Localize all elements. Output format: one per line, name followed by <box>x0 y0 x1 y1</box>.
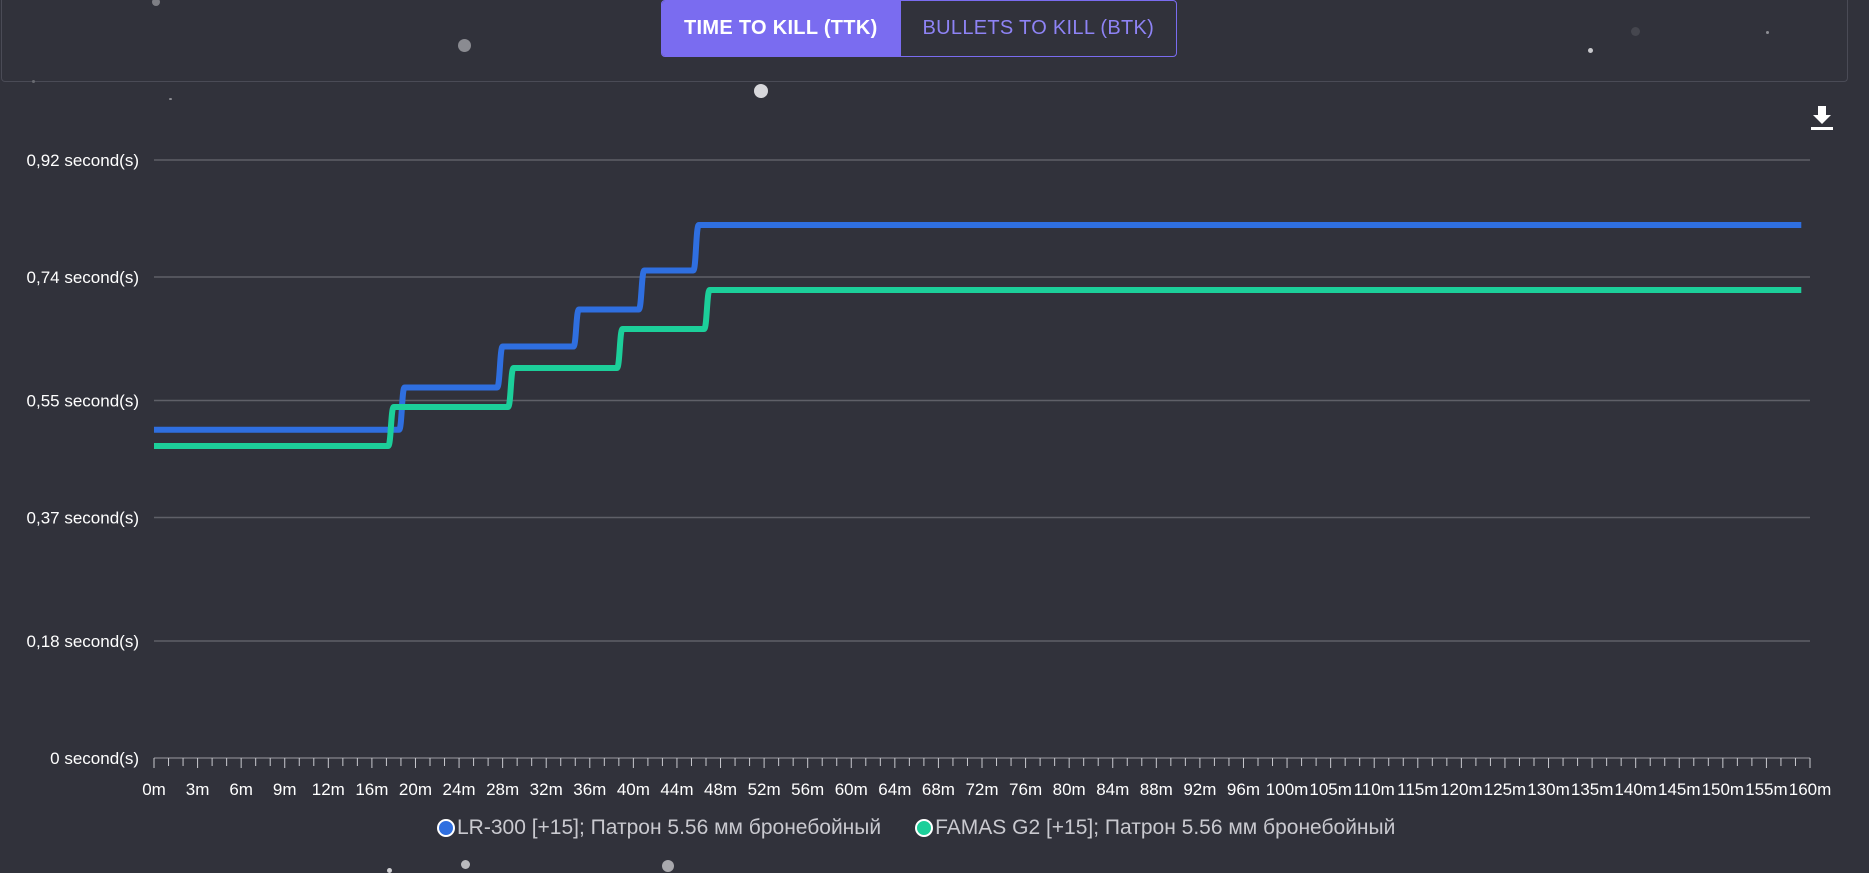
series-layer <box>154 222 1802 449</box>
series-line-1 <box>154 222 1802 433</box>
x-tick-label: 3m <box>186 780 210 799</box>
legend-item-lr300[interactable]: LR-300 [+15]; Патрон 5.56 мм бронебойный <box>437 816 881 840</box>
y-tick-label: 0,92 second(s) <box>27 151 139 170</box>
legend-item-famas-g2[interactable]: FAMAS G2 [+15]; Патрон 5.56 мм бронебойн… <box>915 816 1395 840</box>
background-particle <box>152 0 160 6</box>
y-tick-label: 0,74 second(s) <box>27 268 139 287</box>
x-tick-label: 135m <box>1571 780 1614 799</box>
x-tick-label: 76m <box>1009 780 1042 799</box>
legend-swatch-famas-g2 <box>915 819 934 837</box>
x-tick-label: 110m <box>1354 780 1395 799</box>
x-tick-label: 0m <box>142 780 166 799</box>
x-tick-label: 60m <box>835 780 868 799</box>
ttk-line-chart: 0 second(s) 0,18 second(s) 0,37 second(s) 0… <box>27 151 1832 799</box>
y-tick-label: 0 second(s) <box>50 749 139 768</box>
download-icon[interactable] <box>1810 105 1834 131</box>
chart-legend: LR-300 [+15]; Патрон 5.56 мм бронебойный… <box>437 816 1429 840</box>
x-tick-label: 100m <box>1266 780 1309 799</box>
x-tick-label: 40m <box>617 780 650 799</box>
legend-label-lr300: LR-300 [+15]; Патрон 5.56 мм бронебойный <box>457 816 882 839</box>
y-tick-label: 0,37 second(s) <box>27 509 139 528</box>
x-tick-label: 160m <box>1789 780 1832 799</box>
background-particle <box>662 860 674 872</box>
x-tick-label: 150m <box>1702 780 1745 799</box>
x-tick-label: 96m <box>1227 780 1260 799</box>
background-particle <box>461 860 470 869</box>
x-tick-label: 72m <box>965 780 998 799</box>
x-axis-layer: 0m 3m 6m 9m 12m 16m 20m 24m 28m 32m 36m 40m 44m 48m 52… <box>142 757 1832 799</box>
x-tick-label: 125m <box>1484 780 1527 799</box>
background-particle <box>1766 31 1769 34</box>
x-tick-label: 155m <box>1745 780 1788 799</box>
tab-bullets-to-kill[interactable]: BULLETS TO KILL (BTK) <box>899 1 1177 56</box>
x-tick-label: 130m <box>1527 780 1570 799</box>
x-tick-label: 88m <box>1140 780 1173 799</box>
background-particle <box>1588 48 1593 53</box>
background-particle <box>32 80 35 83</box>
tab-time-to-kill[interactable]: TIME TO KILL (TTK) <box>662 1 900 56</box>
x-tick-label: 115m <box>1397 780 1438 799</box>
x-tick-label: 32m <box>530 780 563 799</box>
x-tick-label: 48m <box>704 780 737 799</box>
background-particle <box>1631 27 1640 36</box>
legend-swatch-lr300 <box>437 819 455 837</box>
x-tick-label: 24m <box>443 780 476 799</box>
background-particle <box>754 84 768 98</box>
legend-label-famas-g2: FAMAS G2 [+15]; Патрон 5.56 мм бронебойн… <box>935 816 1396 839</box>
chart-mode-tabs: TIME TO KILL (TTK) BULLETS TO KILL (BTK) <box>661 0 1178 57</box>
x-tick-label: 84m <box>1096 780 1129 799</box>
x-tick-label: 80m <box>1053 780 1086 799</box>
x-tick-label: 68m <box>922 780 955 799</box>
x-tick-label: 12m <box>312 780 345 799</box>
x-tick-label: 64m <box>878 780 911 799</box>
x-tick-label: 56m <box>791 780 824 799</box>
series-line-2 <box>154 287 1802 449</box>
x-tick-label: 20m <box>399 780 432 799</box>
x-tick-label: 9m <box>273 780 297 799</box>
y-tick-label: 0,55 second(s) <box>27 392 139 411</box>
x-tick-label: 44m <box>660 780 693 799</box>
x-tick-label: 105m <box>1309 780 1352 799</box>
chart-mode-panel <box>1 0 1848 82</box>
grid-layer: 0 second(s) 0,18 second(s) 0,37 second(s) 0… <box>27 151 1810 768</box>
x-tick-label: 52m <box>748 780 781 799</box>
background-particle <box>387 868 392 873</box>
x-tick-label: 36m <box>573 780 606 799</box>
background-particle <box>458 39 471 52</box>
x-tick-label: 120m <box>1440 780 1483 799</box>
x-tick-label: 16m <box>355 780 388 799</box>
x-tick-label: 140m <box>1614 780 1657 799</box>
y-tick-label: 0,18 second(s) <box>27 632 139 651</box>
x-tick-label: 145m <box>1658 780 1701 799</box>
x-tick-label: 92m <box>1183 780 1216 799</box>
background-particle <box>169 98 172 100</box>
x-tick-label: 6m <box>229 780 253 799</box>
x-tick-label: 28m <box>486 780 519 799</box>
